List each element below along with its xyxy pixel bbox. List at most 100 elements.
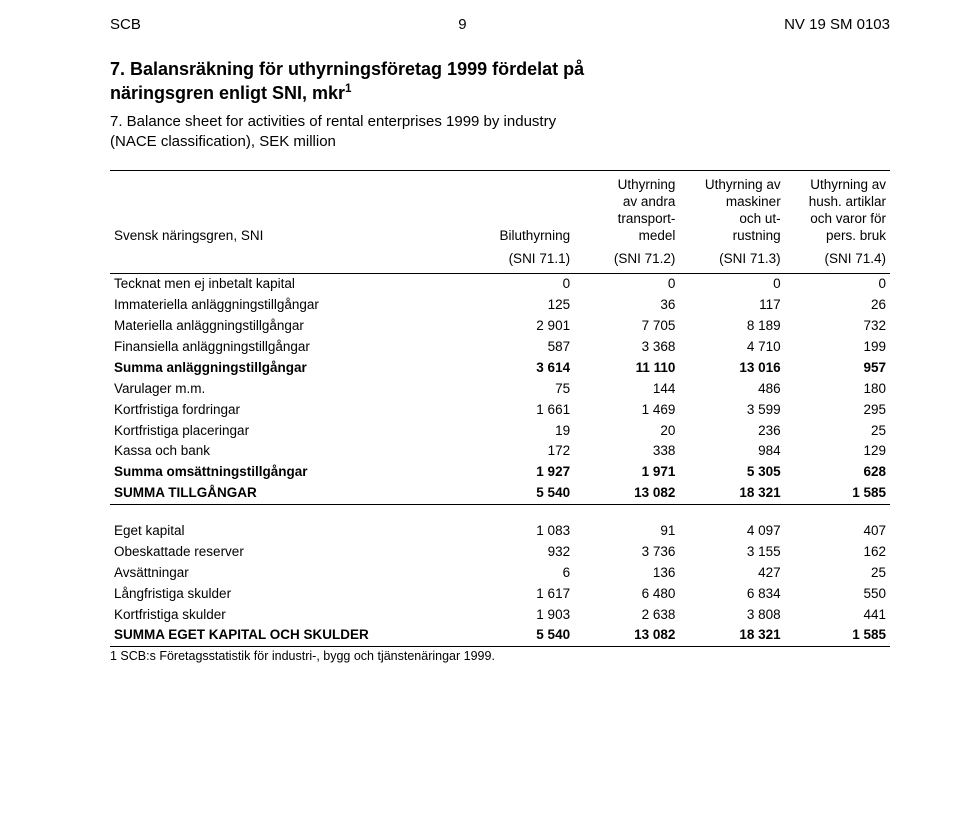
row-value: 0 [469, 274, 574, 295]
row-label: Materiella anläggningstillgångar [110, 316, 469, 337]
col-header-2: Uthyrning av andra transport- medel [574, 171, 679, 249]
row-value: 1 083 [469, 505, 574, 542]
table-row: Eget kapital1 083914 097407 [110, 505, 890, 542]
row-value: 4 710 [679, 337, 784, 358]
row-label: Långfristiga skulder [110, 584, 469, 605]
row-value: 125 [469, 295, 574, 316]
row-value: 6 480 [574, 584, 679, 605]
sni-4: (SNI 71.4) [785, 249, 890, 274]
row-value: 91 [574, 505, 679, 542]
row-value: 4 097 [679, 505, 784, 542]
row-value: 18 321 [679, 483, 784, 504]
row-label: Kortfristiga placeringar [110, 421, 469, 442]
table-sni-row: (SNI 71.1) (SNI 71.2) (SNI 71.3) (SNI 71… [110, 249, 890, 274]
row-value: 1 585 [785, 483, 890, 504]
row-value: 338 [574, 441, 679, 462]
sni-blank [110, 249, 469, 274]
row-value: 1 903 [469, 605, 574, 626]
page-header: SCB 9 NV 19 SM 0103 [110, 16, 890, 33]
row-value: 1 585 [785, 625, 890, 646]
title-sv-line2: näringsgren enligt SNI, mkr [110, 83, 345, 103]
row-value: 587 [469, 337, 574, 358]
col-header-4: Uthyrning av hush. artiklar och varor fö… [785, 171, 890, 249]
table-row: Immateriella anläggningstillgångar125361… [110, 295, 890, 316]
sni-1: (SNI 71.1) [469, 249, 574, 274]
row-value: 36 [574, 295, 679, 316]
row-value: 6 834 [679, 584, 784, 605]
footnote: 1 SCB:s Företagsstatistik för industri-,… [110, 649, 890, 663]
sni-2: (SNI 71.2) [574, 249, 679, 274]
table-row: Varulager m.m.75144486180 [110, 379, 890, 400]
title-en-line2: (NACE classification), SEK million [110, 133, 336, 150]
row-value: 75 [469, 379, 574, 400]
row-value: 1 927 [469, 462, 574, 483]
table-row: Avsättningar613642725 [110, 563, 890, 584]
row-value: 0 [785, 274, 890, 295]
row-label: Varulager m.m. [110, 379, 469, 400]
row-value: 13 016 [679, 358, 784, 379]
row-value: 5 540 [469, 483, 574, 504]
row-value: 732 [785, 316, 890, 337]
row-value: 441 [785, 605, 890, 626]
row-value: 486 [679, 379, 784, 400]
row-label: Summa anläggningstillgångar [110, 358, 469, 379]
title-sv-sup: 1 [345, 82, 352, 95]
row-value: 129 [785, 441, 890, 462]
row-label: Immateriella anläggningstillgångar [110, 295, 469, 316]
row-label: SUMMA TILLGÅNGAR [110, 483, 469, 504]
row-value: 2 638 [574, 605, 679, 626]
row-label: Kortfristiga fordringar [110, 400, 469, 421]
row-value: 2 901 [469, 316, 574, 337]
row-value: 3 368 [574, 337, 679, 358]
row-value: 932 [469, 542, 574, 563]
table-row: Obeskattade reserver9323 7363 155162 [110, 542, 890, 563]
table-body: Tecknat men ej inbetalt kapital0000Immat… [110, 274, 890, 647]
row-value: 427 [679, 563, 784, 584]
row-value: 3 155 [679, 542, 784, 563]
sni-3: (SNI 71.3) [679, 249, 784, 274]
col-header-1: Biluthyrning [469, 171, 574, 249]
table-row: Materiella anläggningstillgångar2 9017 7… [110, 316, 890, 337]
row-value: 0 [574, 274, 679, 295]
row-value: 5 305 [679, 462, 784, 483]
row-label: Avsättningar [110, 563, 469, 584]
table-row: Summa anläggningstillgångar3 61411 11013… [110, 358, 890, 379]
row-label: Kortfristiga skulder [110, 605, 469, 626]
row-value: 180 [785, 379, 890, 400]
header-right: NV 19 SM 0103 [784, 16, 890, 33]
row-header-label: Svensk näringsgren, SNI [110, 171, 469, 249]
table-row: Kassa och bank172338984129 [110, 441, 890, 462]
balance-table: Svensk näringsgren, SNI Biluthyrning Uth… [110, 170, 890, 647]
table-row: Kortfristiga fordringar1 6611 4693 59929… [110, 400, 890, 421]
row-value: 295 [785, 400, 890, 421]
title-en: 7. Balance sheet for activities of renta… [110, 112, 890, 153]
row-value: 1 661 [469, 400, 574, 421]
table-row: Finansiella anläggningstillgångar5873 36… [110, 337, 890, 358]
row-value: 13 082 [574, 483, 679, 504]
title-block: 7. Balansräkning för uthyrningsföretag 1… [110, 57, 890, 152]
row-value: 1 617 [469, 584, 574, 605]
row-value: 3 808 [679, 605, 784, 626]
row-value: 984 [679, 441, 784, 462]
table-row: Långfristiga skulder1 6176 4806 834550 [110, 584, 890, 605]
row-value: 13 082 [574, 625, 679, 646]
row-value: 11 110 [574, 358, 679, 379]
row-value: 162 [785, 542, 890, 563]
row-value: 117 [679, 295, 784, 316]
row-value: 3 736 [574, 542, 679, 563]
page-container: SCB 9 NV 19 SM 0103 7. Balansräkning för… [0, 0, 960, 834]
row-value: 1 469 [574, 400, 679, 421]
row-value: 26 [785, 295, 890, 316]
row-value: 3 614 [469, 358, 574, 379]
row-value: 20 [574, 421, 679, 442]
row-value: 6 [469, 563, 574, 584]
row-value: 144 [574, 379, 679, 400]
row-label: Obeskattade reserver [110, 542, 469, 563]
table-row: Kortfristiga skulder1 9032 6383 808441 [110, 605, 890, 626]
title-sv: 7. Balansräkning för uthyrningsföretag 1… [110, 57, 890, 106]
table-row: SUMMA EGET KAPITAL OCH SKULDER5 54013 08… [110, 625, 890, 646]
row-label: Finansiella anläggningstillgångar [110, 337, 469, 358]
row-value: 1 971 [574, 462, 679, 483]
row-value: 25 [785, 421, 890, 442]
title-sv-line1: 7. Balansräkning för uthyrningsföretag 1… [110, 59, 584, 79]
